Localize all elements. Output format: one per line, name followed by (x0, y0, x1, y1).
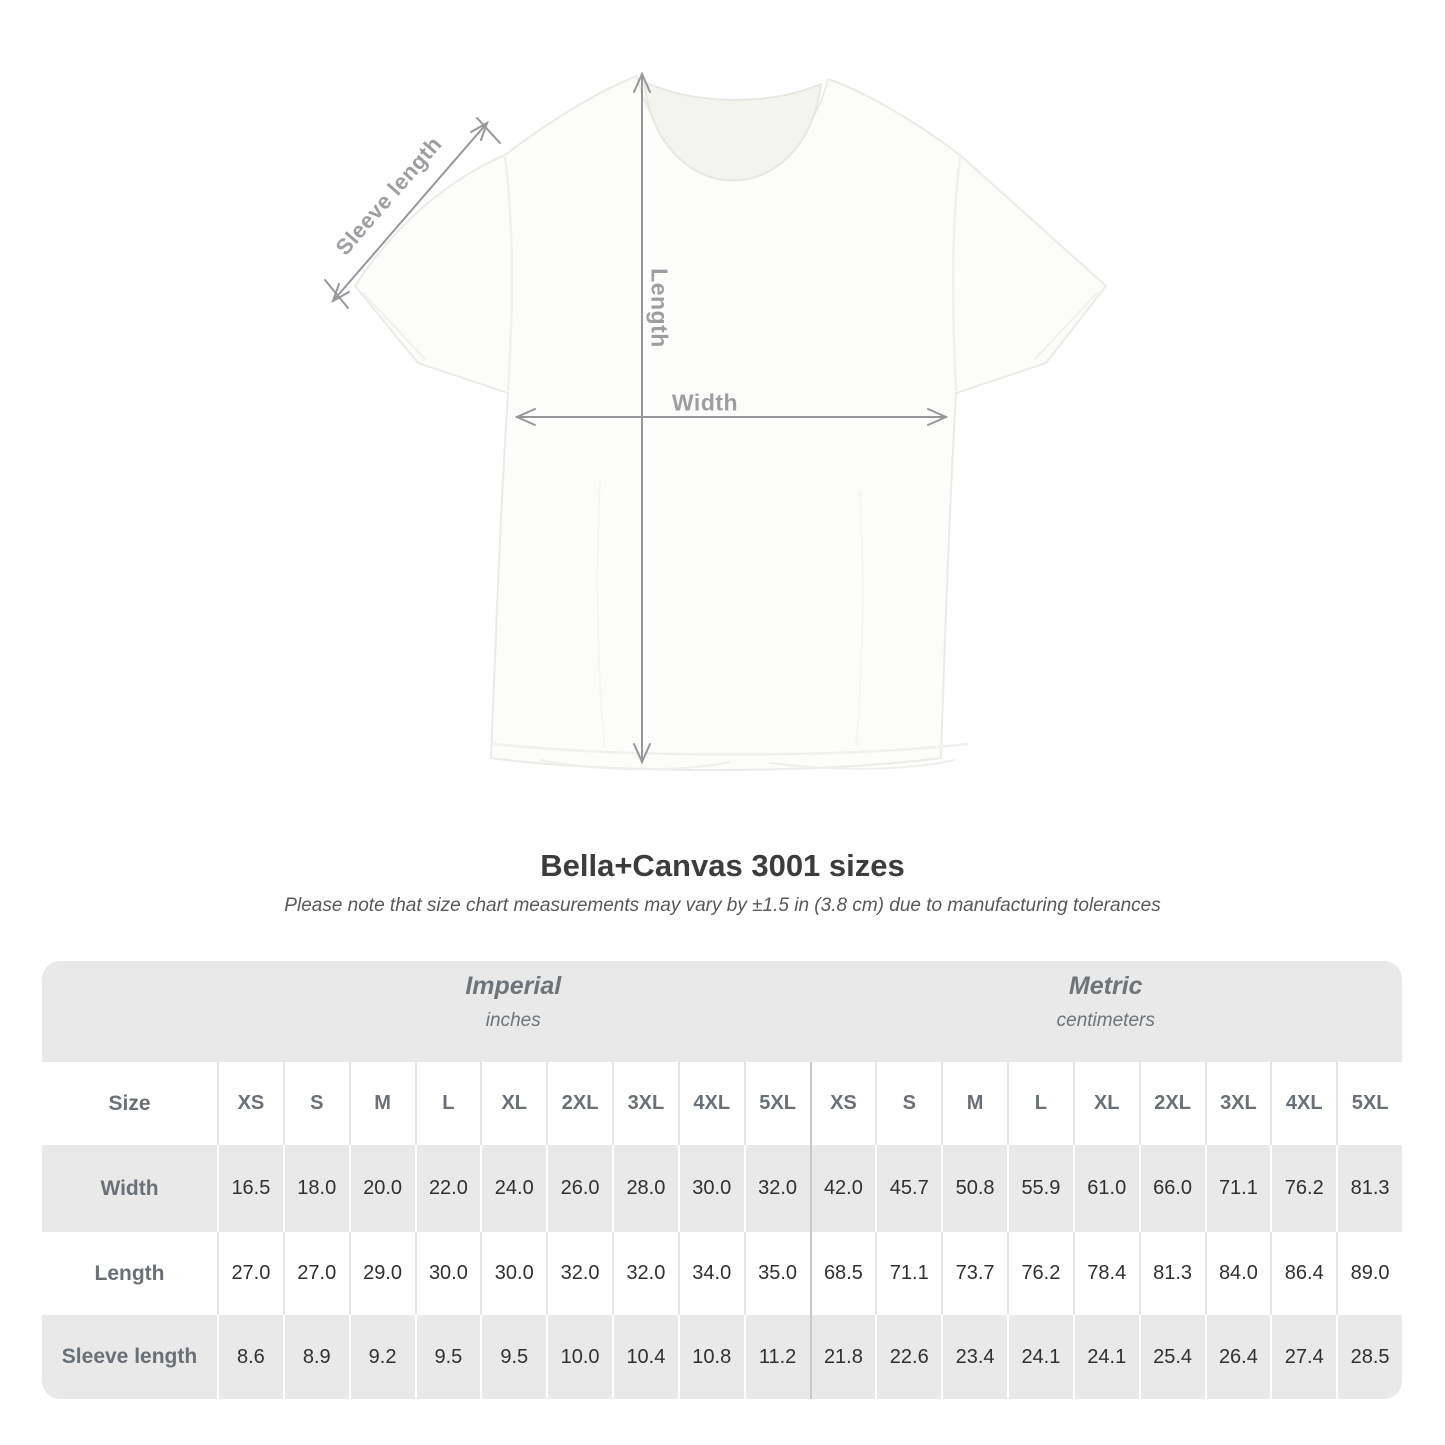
cell-length-imperial-3xl: 32.0 (612, 1232, 678, 1315)
length-label: Length (646, 268, 673, 348)
size-header-imperial-l: L (414, 1062, 481, 1145)
cell-width-metric-l: 55.9 (1007, 1145, 1073, 1232)
cell-sleeve-length-metric-2xl: 25.4 (1138, 1315, 1205, 1399)
tshirt-size-diagram: Sleeve length Length Width (324, 71, 1107, 771)
cell-length-metric-4xl: 86.4 (1270, 1232, 1337, 1315)
cell-length-metric-s: 71.1 (875, 1232, 942, 1315)
size-header-imperial-xs: XS (217, 1062, 283, 1145)
cell-sleeve-length-metric-m: 23.4 (941, 1315, 1007, 1399)
cell-width-imperial-4xl: 30.0 (677, 1145, 744, 1232)
width-arrow (514, 408, 949, 426)
cell-sleeve-length-metric-s: 22.6 (875, 1315, 942, 1399)
cell-sleeve-length-metric-4xl: 27.4 (1270, 1315, 1337, 1399)
cell-length-metric-2xl: 81.3 (1138, 1232, 1205, 1315)
cell-length-imperial-s: 27.0 (282, 1232, 349, 1315)
cell-sleeve-length-metric-3xl: 26.4 (1204, 1315, 1271, 1399)
cell-length-imperial-2xl: 32.0 (546, 1232, 612, 1315)
cell-sleeve-length-imperial-l: 9.5 (414, 1315, 481, 1399)
size-header-metric-2xl: 2XL (1138, 1062, 1205, 1145)
cell-width-imperial-3xl: 28.0 (612, 1145, 678, 1232)
size-header-imperial-4xl: 4XL (677, 1062, 744, 1145)
tshirt-illustration (324, 71, 1107, 771)
size-header-imperial-s: S (282, 1062, 349, 1145)
collar (642, 80, 823, 182)
cell-width-metric-2xl: 66.0 (1138, 1145, 1205, 1232)
cell-length-metric-m: 73.7 (941, 1232, 1007, 1315)
size-header-imperial-m: M (348, 1062, 415, 1145)
unit-group-name: Imperial (465, 972, 562, 1000)
cell-length-metric-xs: 68.5 (809, 1232, 876, 1315)
size-header-metric-l: L (1007, 1062, 1073, 1145)
measurement-arrows (324, 71, 949, 765)
page-title: Bella+Canvas 3001 sizes (540, 848, 905, 883)
size-header-imperial-5xl: 5XL (743, 1062, 810, 1145)
cell-length-imperial-5xl: 35.0 (743, 1232, 810, 1315)
cell-width-imperial-m: 20.0 (348, 1145, 415, 1232)
cell-width-metric-5xl: 81.3 (1336, 1145, 1402, 1232)
cell-width-imperial-s: 18.0 (282, 1145, 349, 1232)
width-label: Width (671, 389, 739, 416)
tolerance-note: Please note that size chart measurements… (284, 895, 1161, 916)
cell-width-imperial-5xl: 32.0 (743, 1145, 810, 1232)
row-label-width: Width (42, 1145, 217, 1232)
size-header-metric-s: S (875, 1062, 942, 1145)
cell-width-metric-3xl: 71.1 (1204, 1145, 1271, 1232)
cell-width-metric-m: 50.8 (941, 1145, 1007, 1232)
size-table: Imperial inches Metric centimeters Size XS S M L… (42, 961, 1402, 1399)
row-label-length: Length (42, 1232, 217, 1315)
cell-width-imperial-xl: 24.0 (480, 1145, 547, 1232)
size-header-metric-xs: XS (809, 1062, 876, 1145)
cell-length-imperial-l: 30.0 (414, 1232, 481, 1315)
unit-group-imperial: Imperial inches (217, 961, 810, 1062)
cell-length-imperial-4xl: 34.0 (677, 1232, 744, 1315)
cell-width-metric-s: 45.7 (875, 1145, 942, 1232)
cell-sleeve-length-imperial-xs: 8.6 (217, 1315, 283, 1399)
cell-length-imperial-xs: 27.0 (217, 1232, 283, 1315)
cell-length-metric-xl: 78.4 (1072, 1232, 1139, 1315)
cell-sleeve-length-imperial-5xl: 11.2 (743, 1315, 810, 1399)
cell-width-imperial-2xl: 26.0 (546, 1145, 612, 1232)
row-label-sleeve-length: Sleeve length (42, 1315, 217, 1399)
sleeve-length-arrow (324, 117, 501, 309)
cell-length-metric-3xl: 84.0 (1204, 1232, 1271, 1315)
size-header-imperial-2xl: 2XL (546, 1062, 612, 1145)
tshirt-shape (354, 75, 1107, 771)
cell-sleeve-length-imperial-2xl: 10.0 (546, 1315, 612, 1399)
cell-width-metric-xs: 42.0 (809, 1145, 876, 1232)
cell-width-metric-4xl: 76.2 (1270, 1145, 1337, 1232)
cell-sleeve-length-imperial-xl: 9.5 (480, 1315, 547, 1399)
cell-sleeve-length-imperial-3xl: 10.4 (612, 1315, 678, 1399)
cell-sleeve-length-metric-xs: 21.8 (809, 1315, 876, 1399)
size-header-metric-5xl: 5XL (1336, 1062, 1402, 1145)
cell-sleeve-length-metric-5xl: 28.5 (1336, 1315, 1402, 1399)
cell-sleeve-length-metric-l: 24.1 (1007, 1315, 1073, 1399)
size-header-metric-m: M (941, 1062, 1007, 1145)
cell-length-metric-5xl: 89.0 (1336, 1232, 1402, 1315)
size-header-imperial-3xl: 3XL (612, 1062, 678, 1145)
cell-width-metric-xl: 61.0 (1072, 1145, 1139, 1232)
size-column-header: Size (42, 1062, 217, 1145)
size-header-metric-4xl: 4XL (1270, 1062, 1337, 1145)
cell-length-imperial-xl: 30.0 (480, 1232, 547, 1315)
unit-band-corner (42, 961, 217, 1062)
cell-sleeve-length-imperial-s: 8.9 (282, 1315, 349, 1399)
cell-sleeve-length-imperial-4xl: 10.8 (677, 1315, 744, 1399)
cell-sleeve-length-imperial-m: 9.2 (348, 1315, 415, 1399)
cell-length-imperial-m: 29.0 (348, 1232, 415, 1315)
cell-width-imperial-l: 22.0 (414, 1145, 481, 1232)
cell-length-metric-l: 76.2 (1007, 1232, 1073, 1315)
size-header-metric-xl: XL (1072, 1062, 1139, 1145)
size-header-imperial-xl: XL (480, 1062, 547, 1145)
unit-group-unit: inches (485, 1010, 541, 1031)
cell-sleeve-length-metric-xl: 24.1 (1072, 1315, 1139, 1399)
unit-group-metric: Metric centimeters (809, 961, 1402, 1062)
unit-group-name: Metric (1068, 972, 1143, 1000)
unit-group-unit: centimeters (1056, 1010, 1155, 1031)
cell-width-imperial-xs: 16.5 (217, 1145, 283, 1232)
size-header-metric-3xl: 3XL (1204, 1062, 1271, 1145)
